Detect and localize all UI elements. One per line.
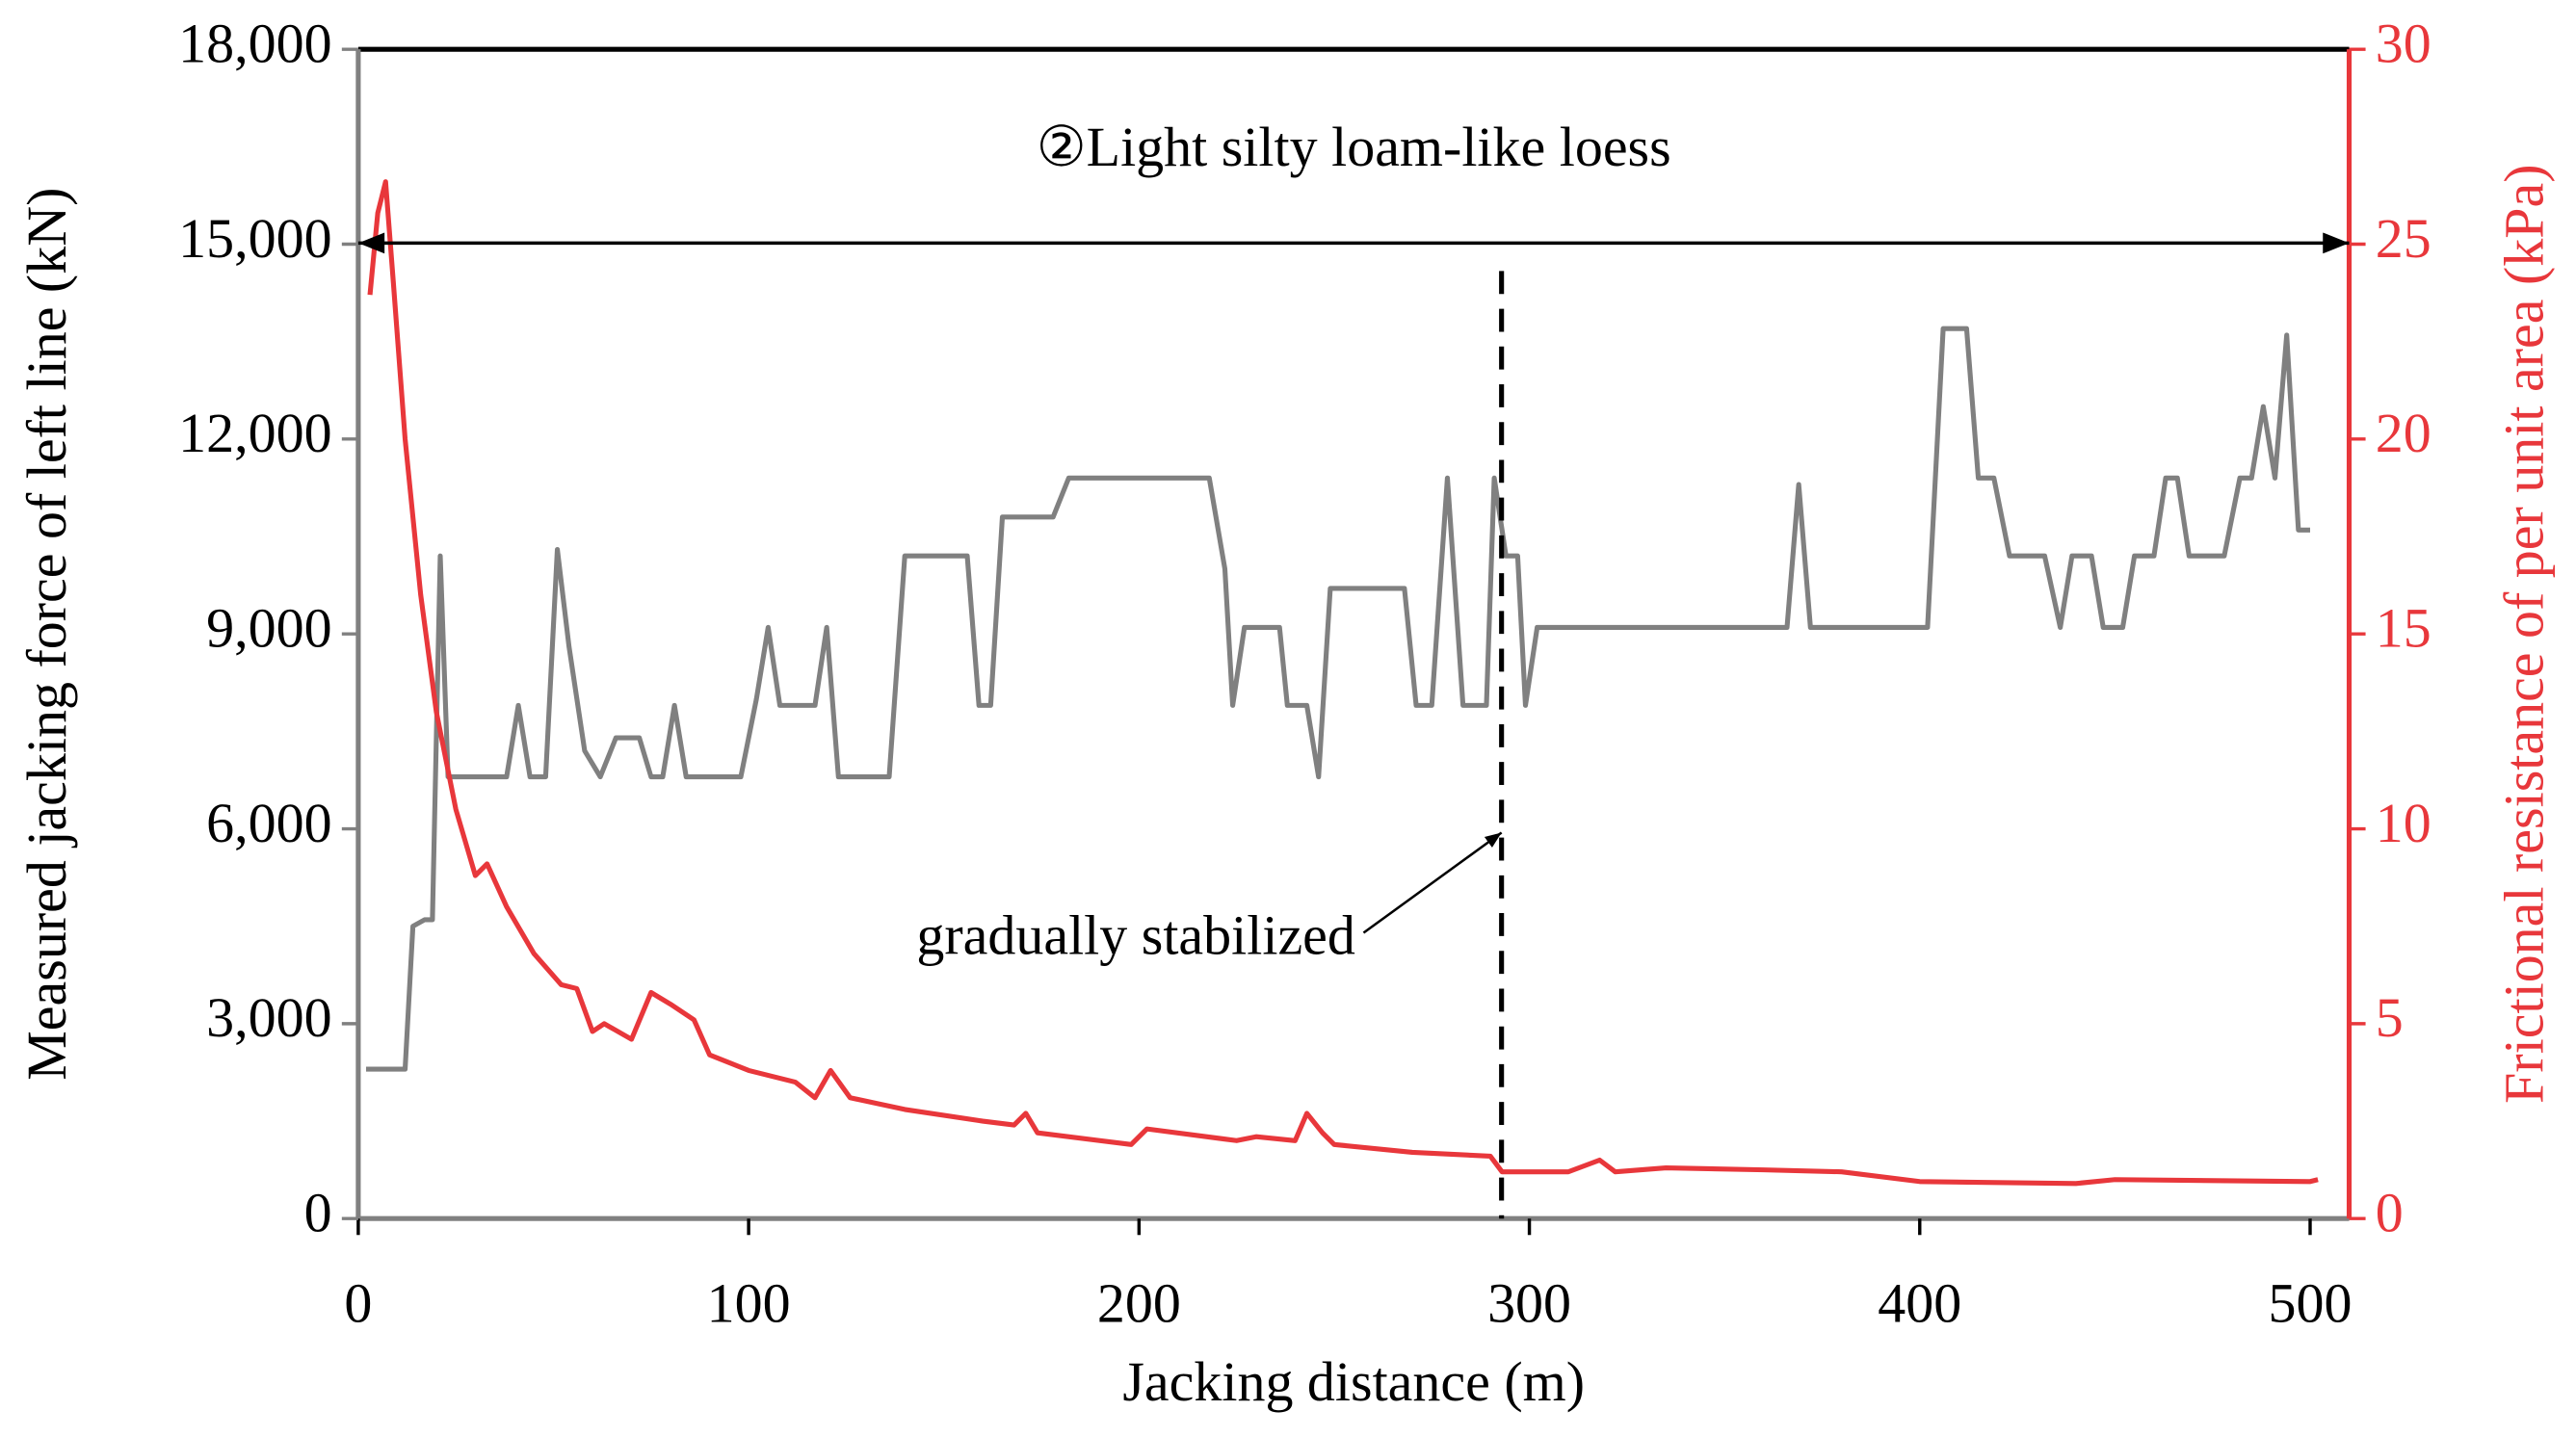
y2-tick-label: 25 xyxy=(2376,207,2431,270)
x-tick-label: 400 xyxy=(1878,1271,1961,1334)
y-tick-label: 6,000 xyxy=(206,792,331,854)
x-tick-label: 500 xyxy=(2269,1271,2353,1334)
data-line xyxy=(367,179,2319,1187)
y2-tick-label: 15 xyxy=(2376,596,2431,659)
y-tick-label: 0 xyxy=(304,1182,332,1244)
y-tick-label: 15,000 xyxy=(178,207,331,270)
y2-tick-label: 5 xyxy=(2376,986,2404,1049)
annotation: gradually stabilized xyxy=(916,903,1355,966)
x-tick-label: 200 xyxy=(1097,1271,1181,1334)
y-tick-label: 9,000 xyxy=(206,596,331,659)
y-tick-label: 3,000 xyxy=(206,986,331,1049)
x-tick-label: 100 xyxy=(707,1271,791,1334)
x-tick-label: 300 xyxy=(1487,1271,1571,1334)
plot-area: 0 100 200 300 400 50003,0006,0009,00012,00015… xyxy=(178,12,2431,1334)
x-axis-label: Jacking distance (m) xyxy=(1122,1350,1585,1413)
data-line xyxy=(365,326,2311,1072)
y2-tick-label: 10 xyxy=(2376,792,2431,854)
y-tick-label: 12,000 xyxy=(178,402,331,464)
annotation-arrow xyxy=(1362,831,1503,934)
y2-tick-label: 0 xyxy=(2376,1182,2404,1244)
annotation: ②Light silty loam-like loess xyxy=(1037,116,1671,178)
y2-tick-label: 20 xyxy=(2376,402,2431,464)
y-axis-label: Measured jacking force of left line (kN) xyxy=(15,188,78,1081)
y2-axis-label: Frictional resistance of per unit area (… xyxy=(2492,164,2555,1103)
y2-tick-label: 30 xyxy=(2376,12,2431,74)
x-tick-label: 0 xyxy=(344,1271,372,1334)
y-tick-label: 18,000 xyxy=(178,12,331,74)
